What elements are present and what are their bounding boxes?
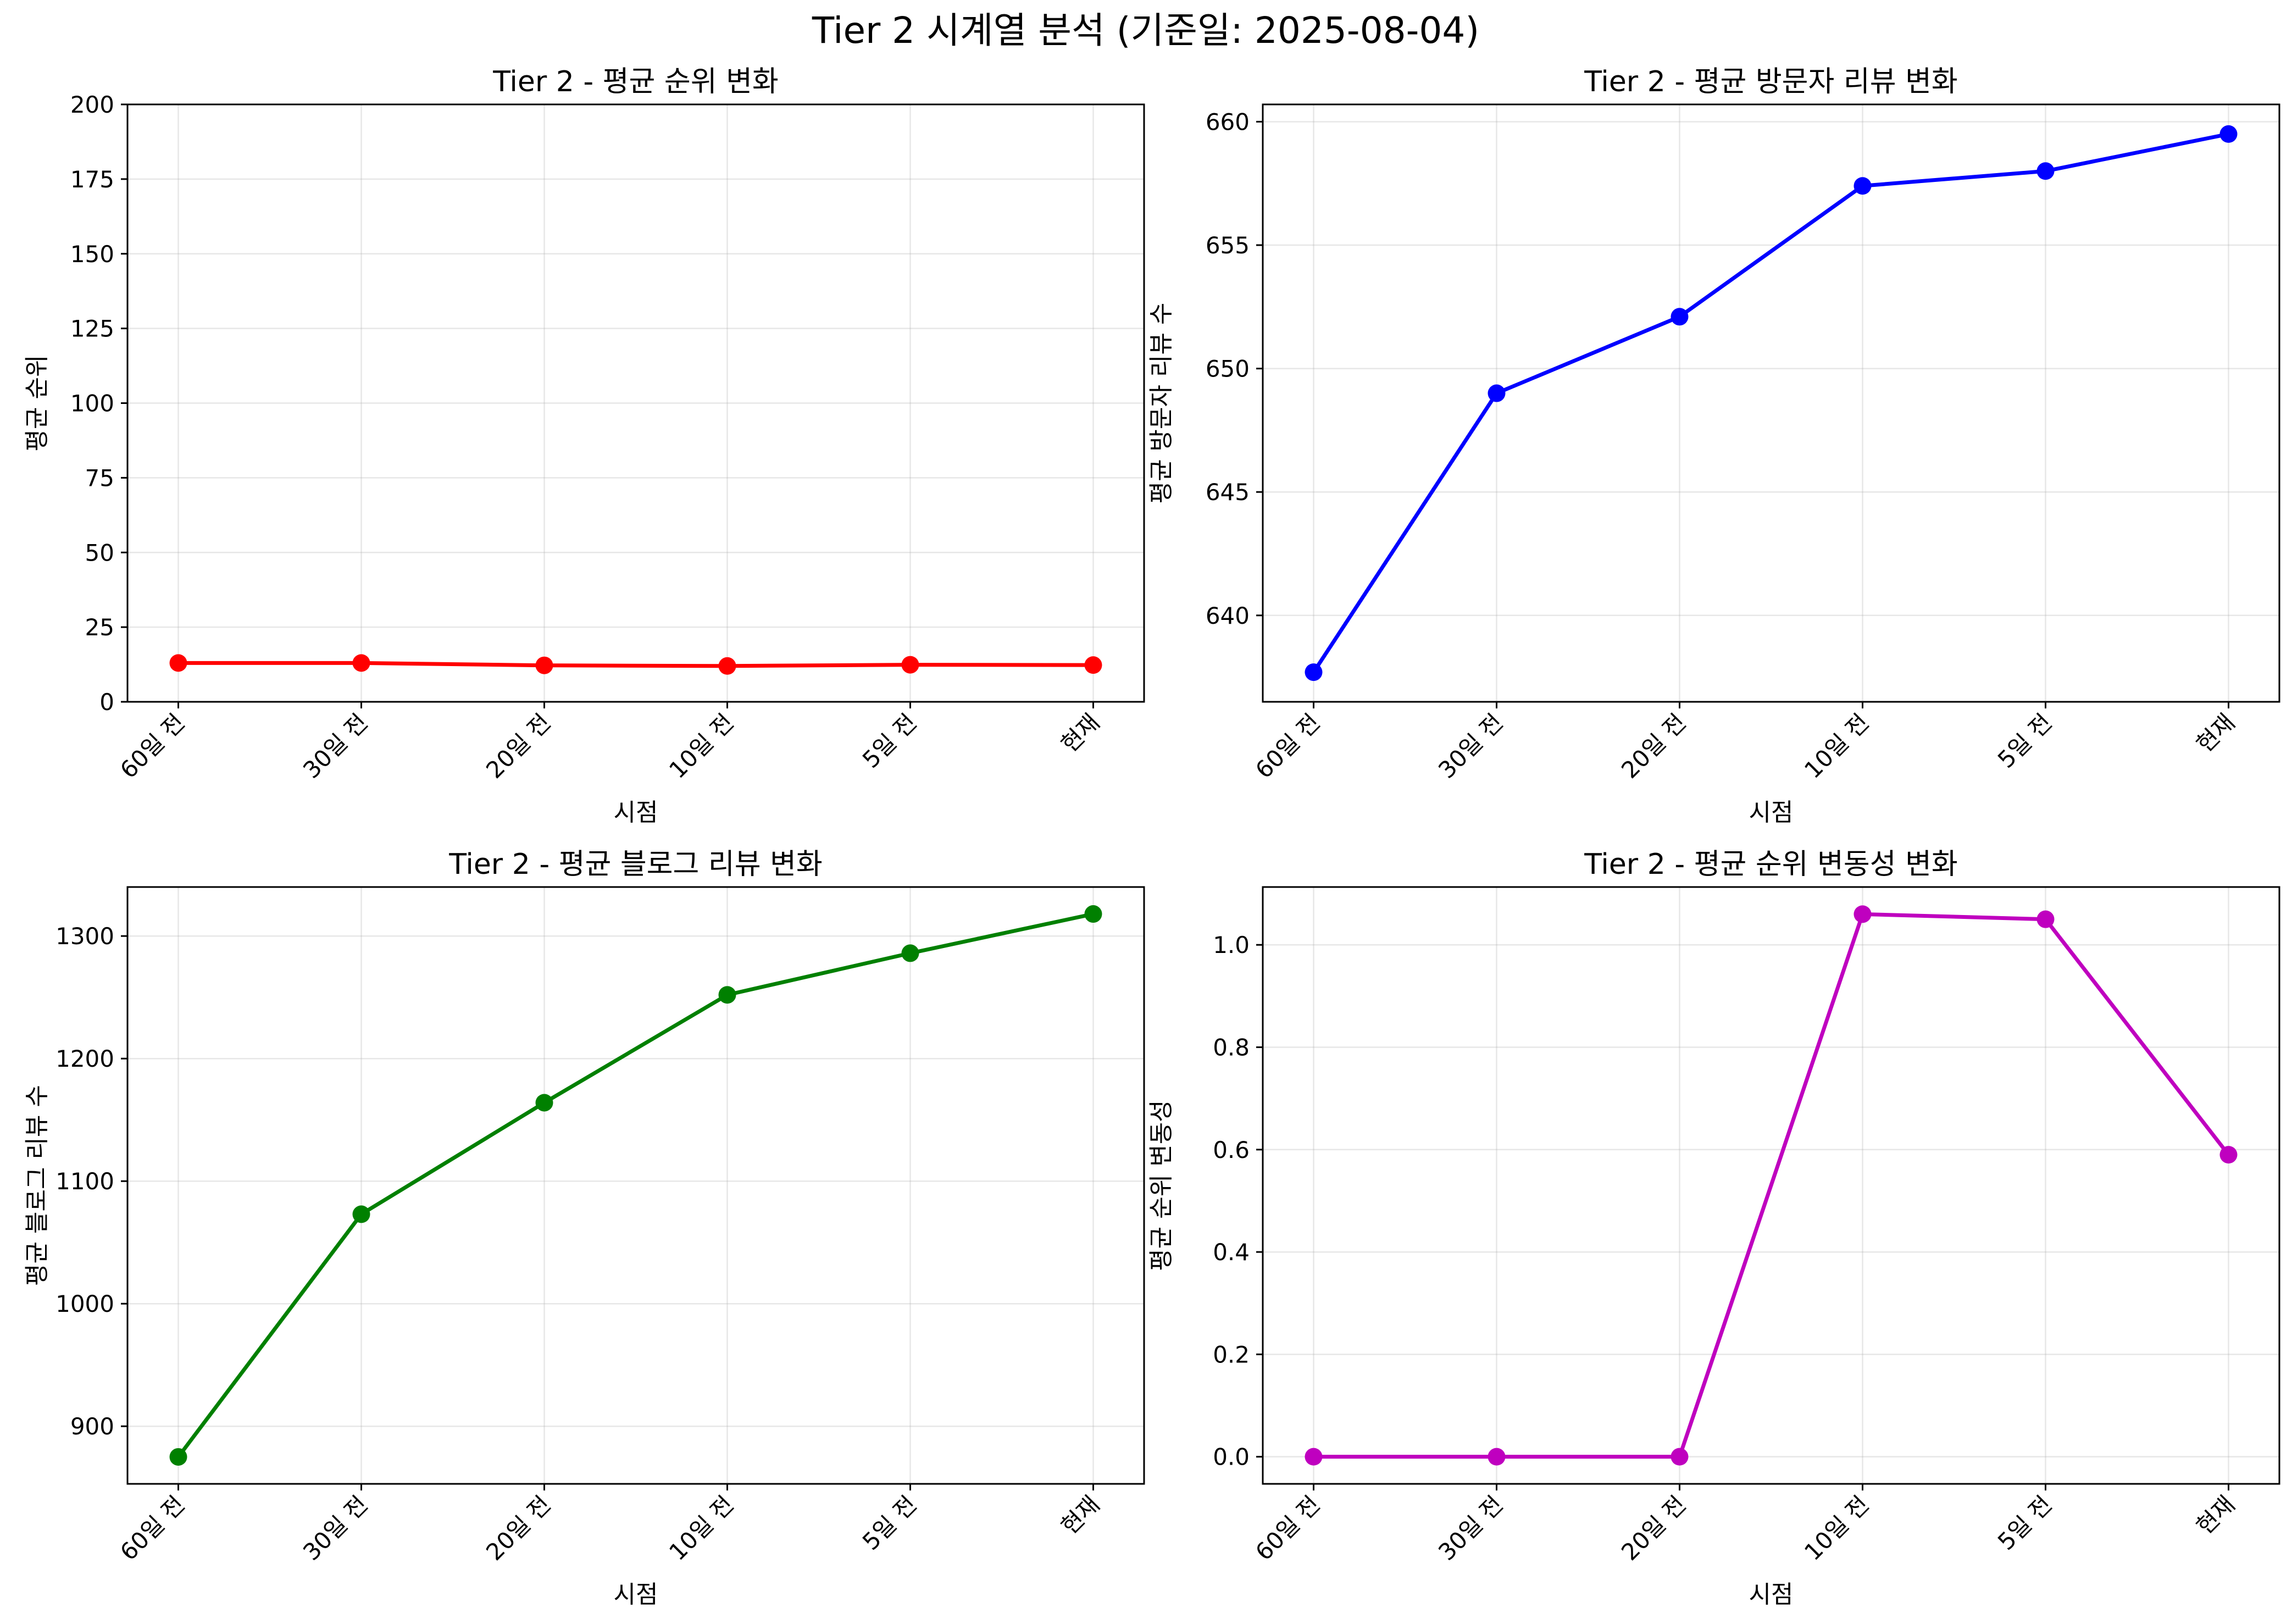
y-tick-label: 0.0 (1213, 1444, 1250, 1471)
x-tick-label: 60일 전 (115, 1490, 190, 1566)
y-axis-label: 평균 순위 (23, 355, 51, 452)
y-axis-label: 평균 방문자 리뷰 수 (1147, 303, 1175, 504)
y-tick-label: 0 (99, 689, 114, 716)
data-point (718, 657, 736, 675)
x-tick-label: 30일 전 (298, 1490, 373, 1566)
data-point (1853, 177, 1872, 195)
y-tick-label: 150 (70, 241, 114, 268)
y-tick-label: 1100 (56, 1168, 114, 1195)
x-tick-label: 10일 전 (1799, 1490, 1874, 1566)
y-tick-label: 1300 (56, 923, 114, 950)
y-tick-label: 900 (70, 1413, 114, 1440)
x-tick-label: 5일 전 (857, 1490, 922, 1555)
y-tick-label: 645 (1206, 479, 1250, 506)
subplot-3: Tier 2 - 평균 블로그 리뷰 변화 900 1000 1100 1200 1300… (23, 848, 1145, 1609)
figure-title: Tier 2 시계열 분석 (기준일: 2025-08-04) (812, 9, 1479, 52)
y-tick-label: 0.2 (1213, 1341, 1250, 1368)
x-tick-label: 30일 전 (1433, 1490, 1508, 1566)
subplots-container: Tier 2 - 평균 순위 변화 0 25 50 75 100 125 150 175 200 6… (23, 65, 2280, 1609)
x-tick-label: 5일 전 (1993, 708, 2057, 773)
x-tick-label: 20일 전 (1616, 708, 1691, 784)
series-line (176, 912, 1094, 1459)
y-tick-label: 125 (70, 315, 114, 342)
y-axis-label: 평균 블로그 리뷰 수 (23, 1085, 51, 1286)
axes-frame (1262, 103, 2280, 703)
data-point (2036, 162, 2055, 180)
data-point (352, 654, 370, 672)
subplot-1: Tier 2 - 평균 순위 변화 0 25 50 75 100 125 150 175 200 6… (23, 65, 1145, 827)
x-tick-label: 5일 전 (1993, 1490, 2057, 1555)
x-tick-label: 5일 전 (857, 708, 922, 773)
y-tick-label: 25 (85, 614, 114, 641)
data-point (169, 654, 187, 672)
x-tick-label: 10일 전 (664, 1490, 739, 1566)
x-tick-label: 60일 전 (1250, 1490, 1325, 1566)
y-tick-label: 0.6 (1213, 1137, 1250, 1163)
y-tick-label: 0.4 (1213, 1239, 1250, 1266)
data-point (1671, 308, 1689, 326)
x-tick-label: 10일 전 (1799, 708, 1874, 784)
y-tick-label: 100 (70, 390, 114, 417)
y-tick-label: 200 (70, 91, 114, 118)
x-tick-label: 20일 전 (481, 708, 556, 784)
x-tick-label: 10일 전 (664, 708, 739, 784)
data-point (1853, 905, 1872, 923)
data-point (535, 1094, 553, 1112)
y-tick-label: 660 (1206, 108, 1250, 135)
data-point (1488, 1448, 1506, 1466)
y-tick-label: 1200 (56, 1045, 114, 1072)
x-axis-label: 시점 (1749, 799, 1794, 827)
x-tick-label: 30일 전 (298, 708, 373, 784)
y-tick-label: 1.0 (1213, 932, 1250, 958)
data-point (901, 944, 919, 962)
x-tick-label: 현재 (1056, 708, 1105, 757)
x-axis-label: 시점 (1749, 1581, 1794, 1609)
data-point (169, 1448, 187, 1466)
data-point (352, 1205, 370, 1223)
y-tick-label: 50 (85, 539, 114, 566)
data-point (1305, 663, 1323, 681)
data-point (1084, 905, 1102, 923)
subplot-title: Tier 2 - 평균 블로그 리뷰 변화 (448, 848, 823, 881)
data-point (2036, 910, 2055, 928)
x-tick-label: 20일 전 (481, 1490, 556, 1566)
subplot-title: Tier 2 - 평균 방문자 리뷰 변화 (1584, 65, 1958, 98)
x-axis-label: 시점 (614, 799, 658, 827)
data-point (2219, 1146, 2238, 1164)
y-tick-label: 75 (85, 464, 114, 491)
x-tick-label: 60일 전 (115, 708, 190, 784)
x-tick-label: 현재 (2191, 708, 2240, 757)
y-tick-label: 655 (1206, 232, 1250, 259)
x-tick-label: 현재 (1056, 1490, 1105, 1539)
subplot-title: Tier 2 - 평균 순위 변동성 변화 (1584, 848, 1958, 881)
data-point (901, 656, 919, 674)
data-point (1488, 384, 1506, 402)
x-tick-label: 60일 전 (1250, 708, 1325, 784)
axes-frame (126, 886, 1145, 1485)
subplot-4: Tier 2 - 평균 순위 변동성 변화 0.0 0.2 0.4 0.6 0.8 1.0 6… (1147, 848, 2280, 1609)
x-tick-label: 현재 (2191, 1490, 2240, 1539)
series-line (178, 661, 1094, 668)
y-tick-label: 0.8 (1213, 1034, 1250, 1061)
data-point (535, 656, 553, 674)
y-axis-label: 평균 순위 변동성 (1147, 1100, 1175, 1271)
x-axis-label: 시점 (614, 1581, 658, 1609)
y-tick-label: 1000 (56, 1290, 114, 1317)
x-tick-label: 20일 전 (1616, 1490, 1691, 1566)
y-tick-label: 175 (70, 166, 114, 193)
data-point (1671, 1448, 1689, 1466)
series-line (1312, 132, 2229, 674)
series-line (1313, 912, 2230, 1459)
x-tick-label: 30일 전 (1433, 708, 1508, 784)
axes-frame (1262, 886, 2280, 1485)
data-point (718, 986, 736, 1004)
subplot-title: Tier 2 - 평균 순위 변화 (492, 65, 779, 98)
y-tick-label: 640 (1206, 602, 1250, 629)
y-tick-label: 650 (1206, 356, 1250, 383)
subplot-2: Tier 2 - 평균 방문자 리뷰 변화 640 645 650 655 660 60일 … (1147, 65, 2280, 827)
data-point (1305, 1448, 1323, 1466)
data-point (1084, 656, 1102, 674)
data-point (2219, 125, 2238, 143)
